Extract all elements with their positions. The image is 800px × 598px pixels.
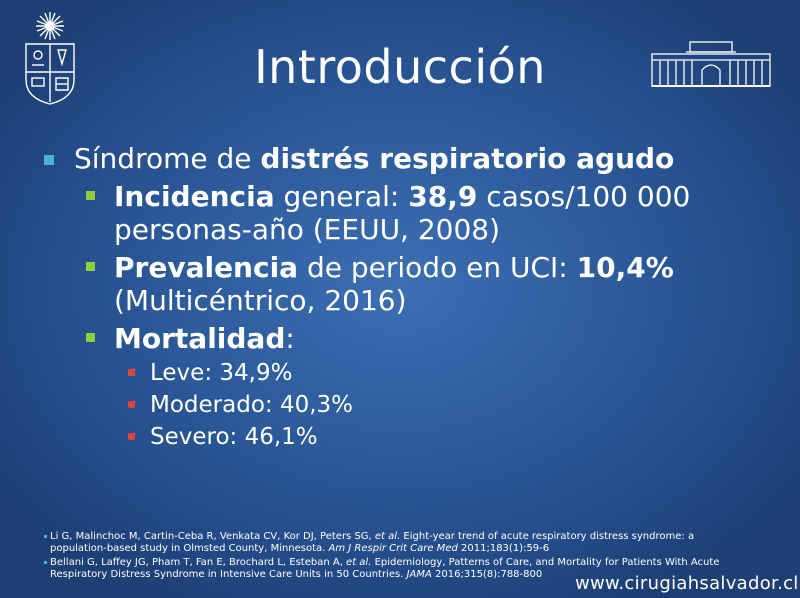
- reference-item: Bellani G, Laffey JG, Pham T, Fan E, Bro…: [44, 557, 744, 580]
- prevalencia-rest: (Multicéntrico, 2016): [114, 284, 407, 317]
- references: Li G, Malinchoc M, Cartin-Ceba R, Venkat…: [44, 531, 744, 583]
- incidencia-label: Incidencia: [114, 180, 275, 213]
- mortalidad-colon: :: [285, 322, 295, 355]
- prevalencia-mid: de periodo en UCI:: [298, 251, 577, 284]
- prevalencia-value: 10,4%: [576, 251, 674, 284]
- incidencia-mid: general:: [274, 180, 409, 213]
- slide-title: Introducción: [254, 40, 546, 94]
- reference-authors: Bellani G, Laffey JG, Pham T, Fan E, Bro…: [50, 557, 347, 568]
- mortality-item-severo: Severo: 46,1%: [44, 423, 764, 452]
- reference-title: Eight-year trend of acute respiratory di…: [50, 531, 695, 554]
- bullet-sdra-bold: distrés respiratorio agudo: [260, 142, 675, 175]
- bullet-incidencia: Incidencia general: 38,9 casos/100 000 p…: [44, 180, 764, 246]
- slide-content: Síndrome de distrés respiratorio agudo I…: [44, 142, 764, 452]
- reference-item: Li G, Malinchoc M, Cartin-Ceba R, Venkat…: [44, 531, 744, 554]
- mortalidad-label: Mortalidad: [114, 322, 286, 355]
- university-crest-icon: [25, 12, 75, 105]
- bullet-prevalencia: Prevalencia de periodo en UCI: 10,4% (Mu…: [44, 251, 764, 317]
- incidencia-value: 38,9: [408, 180, 478, 213]
- building-facade-icon: [651, 41, 771, 87]
- reference-title: Epidemiology, Patterns of Care, and Mort…: [50, 557, 720, 580]
- prevalencia-label: Prevalencia: [114, 251, 299, 284]
- reference-journal: JAMA: [406, 568, 432, 580]
- incidencia-rest: casos/100 000 personas-año (EEUU, 2008): [114, 180, 691, 246]
- mortality-item-moderado: Moderado: 40,3%: [44, 391, 764, 420]
- bullet-sdra-prefix: Síndrome de: [74, 142, 261, 175]
- footer-url: www.cirugiahsalvador.cl: [575, 573, 799, 594]
- bullet-sdra: Síndrome de distrés respiratorio agudo: [44, 142, 764, 175]
- reference-etal: et al.: [374, 531, 401, 542]
- bullet-mortalidad: Mortalidad:: [44, 322, 764, 355]
- reference-cite: 2011;183(1):59-6: [457, 542, 550, 554]
- reference-cite: 2016;315(8):788-800: [431, 568, 543, 580]
- reference-etal: et al.: [346, 557, 372, 568]
- reference-authors: Li G, Malinchoc M, Cartin-Ceba R, Venkat…: [50, 531, 375, 542]
- reference-journal: Am J Respir Crit Care Med: [328, 542, 458, 554]
- mortality-item-leve: Leve: 34,9%: [44, 359, 764, 388]
